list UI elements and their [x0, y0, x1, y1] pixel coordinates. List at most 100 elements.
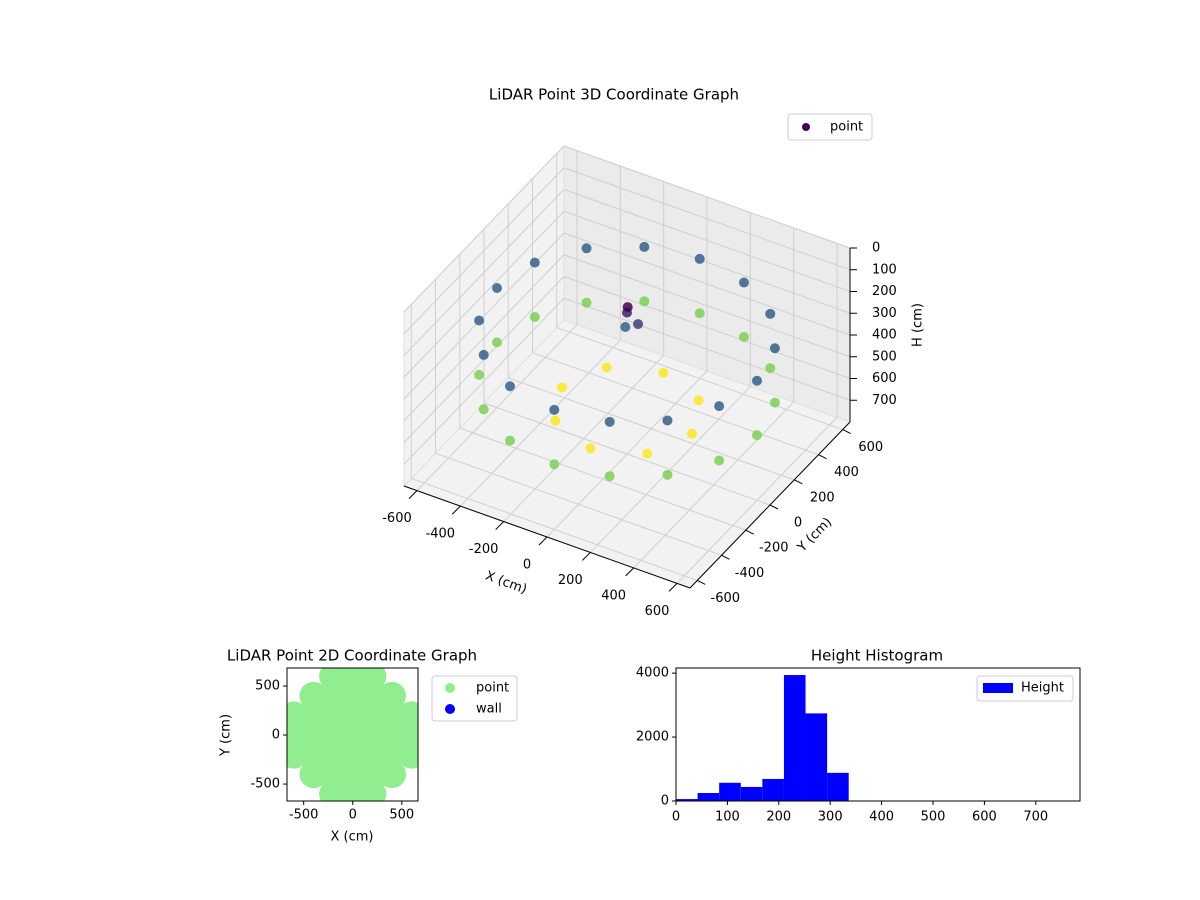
point	[358, 721, 387, 750]
point	[752, 375, 762, 386]
x-axis-line	[403, 485, 691, 589]
z-axis-label: H (cm)	[911, 303, 926, 347]
plot-area	[287, 668, 418, 801]
point	[620, 322, 631, 333]
x-tick-label: 300	[818, 810, 843, 825]
x-tick-label: 500	[921, 810, 946, 825]
y-tick-label: 500	[255, 679, 280, 694]
point	[765, 363, 776, 374]
x-tick-label: 700	[1023, 810, 1048, 825]
chart-title: LiDAR Point 2D Coordinate Graph	[227, 647, 477, 665]
x-tick-label: 400	[601, 588, 626, 603]
z-tick-label: 500	[872, 349, 897, 364]
bar	[719, 782, 741, 801]
y-tick-label: -500	[250, 777, 280, 792]
point	[299, 701, 328, 730]
y-tick-label: 4000	[636, 666, 669, 681]
point	[658, 367, 669, 378]
y-tick	[769, 504, 779, 510]
point	[319, 740, 348, 769]
x-tick-label: 0	[523, 558, 531, 573]
x-tick-label: 0	[672, 810, 680, 825]
point	[622, 302, 633, 313]
y-tick	[721, 554, 730, 560]
chart-title: Height Histogram	[811, 647, 943, 665]
point	[694, 253, 705, 264]
z-tick-label: 600	[872, 371, 897, 386]
x-tick-label: 600	[972, 810, 997, 825]
point	[338, 760, 367, 789]
x-tick	[451, 505, 461, 515]
legend-box	[787, 113, 873, 141]
x-tick	[408, 490, 418, 499]
y-tick-label: 600	[858, 440, 883, 455]
point	[377, 760, 406, 789]
point	[639, 241, 650, 252]
x-tick-label: 200	[558, 573, 583, 588]
y-tick-label: -200	[759, 541, 789, 556]
x-tick-label: 500	[389, 808, 414, 823]
point	[299, 740, 328, 769]
y-axis-line	[689, 421, 851, 589]
grid-line	[435, 452, 722, 556]
z-tick-label: 100	[872, 262, 897, 277]
point	[358, 681, 387, 710]
grid-line	[563, 210, 851, 314]
point	[319, 721, 348, 750]
y-tick	[697, 580, 706, 585]
point	[581, 297, 592, 308]
z-tick-label: 200	[872, 284, 897, 299]
point	[662, 469, 673, 480]
grid-line	[563, 297, 851, 401]
x-axis-label: X (cm)	[331, 830, 374, 845]
x-tick-label: 400	[869, 810, 894, 825]
point	[529, 312, 540, 323]
y-tick-label: 0	[794, 516, 802, 531]
grid-line	[403, 145, 565, 313]
x-tick-label: 200	[766, 810, 791, 825]
point	[474, 315, 485, 326]
point	[319, 701, 348, 730]
point	[299, 760, 328, 789]
grid-line	[403, 167, 565, 335]
point	[492, 337, 502, 348]
legend-marker	[445, 683, 455, 693]
legend-marker	[802, 123, 810, 131]
point	[492, 283, 502, 294]
x-tick	[538, 536, 548, 546]
legend-marker	[445, 704, 455, 714]
point	[765, 308, 776, 319]
point	[377, 701, 406, 730]
y-tick-label: -400	[735, 566, 765, 581]
point	[358, 760, 387, 789]
point	[694, 308, 705, 319]
x-tick	[668, 583, 678, 592]
grid-line	[508, 377, 795, 481]
point	[338, 681, 367, 710]
y-tick-label: 400	[834, 465, 859, 480]
point	[478, 404, 489, 415]
point	[505, 435, 516, 446]
bar	[827, 772, 849, 801]
point	[377, 740, 406, 769]
grid-line	[411, 477, 698, 581]
point	[319, 681, 348, 710]
point	[397, 740, 418, 769]
z-tick-label: 300	[872, 306, 897, 321]
z-tick-label: 0	[872, 241, 880, 256]
legend-label: Height	[1021, 681, 1064, 696]
grid-line	[403, 189, 565, 356]
y-tick	[745, 529, 754, 535]
point	[633, 319, 644, 330]
grid-line	[563, 254, 851, 358]
point	[662, 415, 673, 426]
bar	[783, 675, 806, 801]
y-tick-label: 200	[810, 490, 835, 505]
legend-label: wall	[476, 702, 502, 717]
point	[738, 277, 749, 288]
grid-line	[563, 145, 851, 249]
point	[604, 471, 615, 482]
x-tick	[495, 521, 505, 530]
legend-label: point	[476, 681, 509, 696]
